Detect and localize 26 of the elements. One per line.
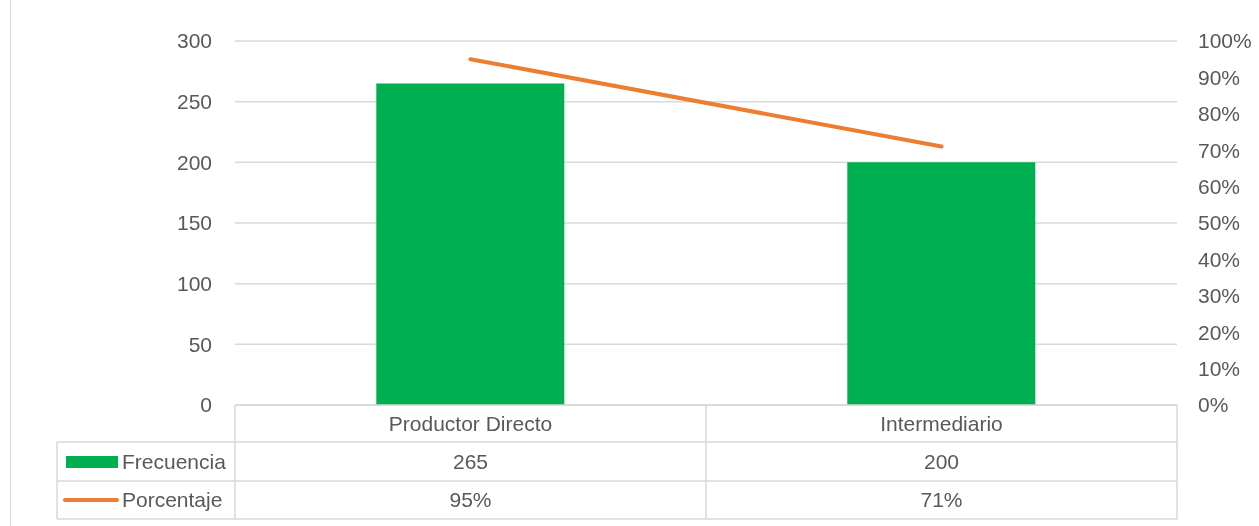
y2-tick-label: 100% (1198, 29, 1252, 53)
y2-tick-label: 10% (1198, 357, 1241, 381)
legend-label: Porcentaje (122, 487, 223, 513)
y2-tick-label: 50% (1198, 211, 1241, 235)
data-label: 95% (449, 488, 492, 512)
data-label: 71% (920, 488, 963, 512)
y-tick-label: 50 (188, 332, 212, 356)
y2-tick-label: 20% (1198, 320, 1241, 344)
x-tick-label: Productor Directo (388, 411, 553, 435)
y2-tick-label: 80% (1198, 102, 1241, 126)
y2-tick-label: 0% (1198, 393, 1229, 417)
y2-tick-label: 30% (1198, 284, 1241, 308)
y2-tick-label: 70% (1198, 138, 1241, 162)
y-tick-label: 100 (176, 272, 212, 296)
y2-tick-label: 90% (1198, 65, 1241, 89)
x-tick-label: Intermediario (880, 411, 1003, 435)
y2-tick-label: 40% (1198, 247, 1241, 271)
y-tick-label: 300 (176, 29, 212, 53)
y-tick-label: 200 (176, 150, 212, 174)
data-label: 200 (923, 449, 960, 473)
legend-label: Frecuencia (122, 449, 226, 475)
y2-tick-label: 60% (1198, 175, 1241, 199)
y-tick-label: 250 (176, 90, 212, 114)
y-tick-label: 150 (176, 211, 212, 235)
data-label: 265 (452, 449, 489, 473)
y-tick-label: 0 (200, 393, 212, 417)
